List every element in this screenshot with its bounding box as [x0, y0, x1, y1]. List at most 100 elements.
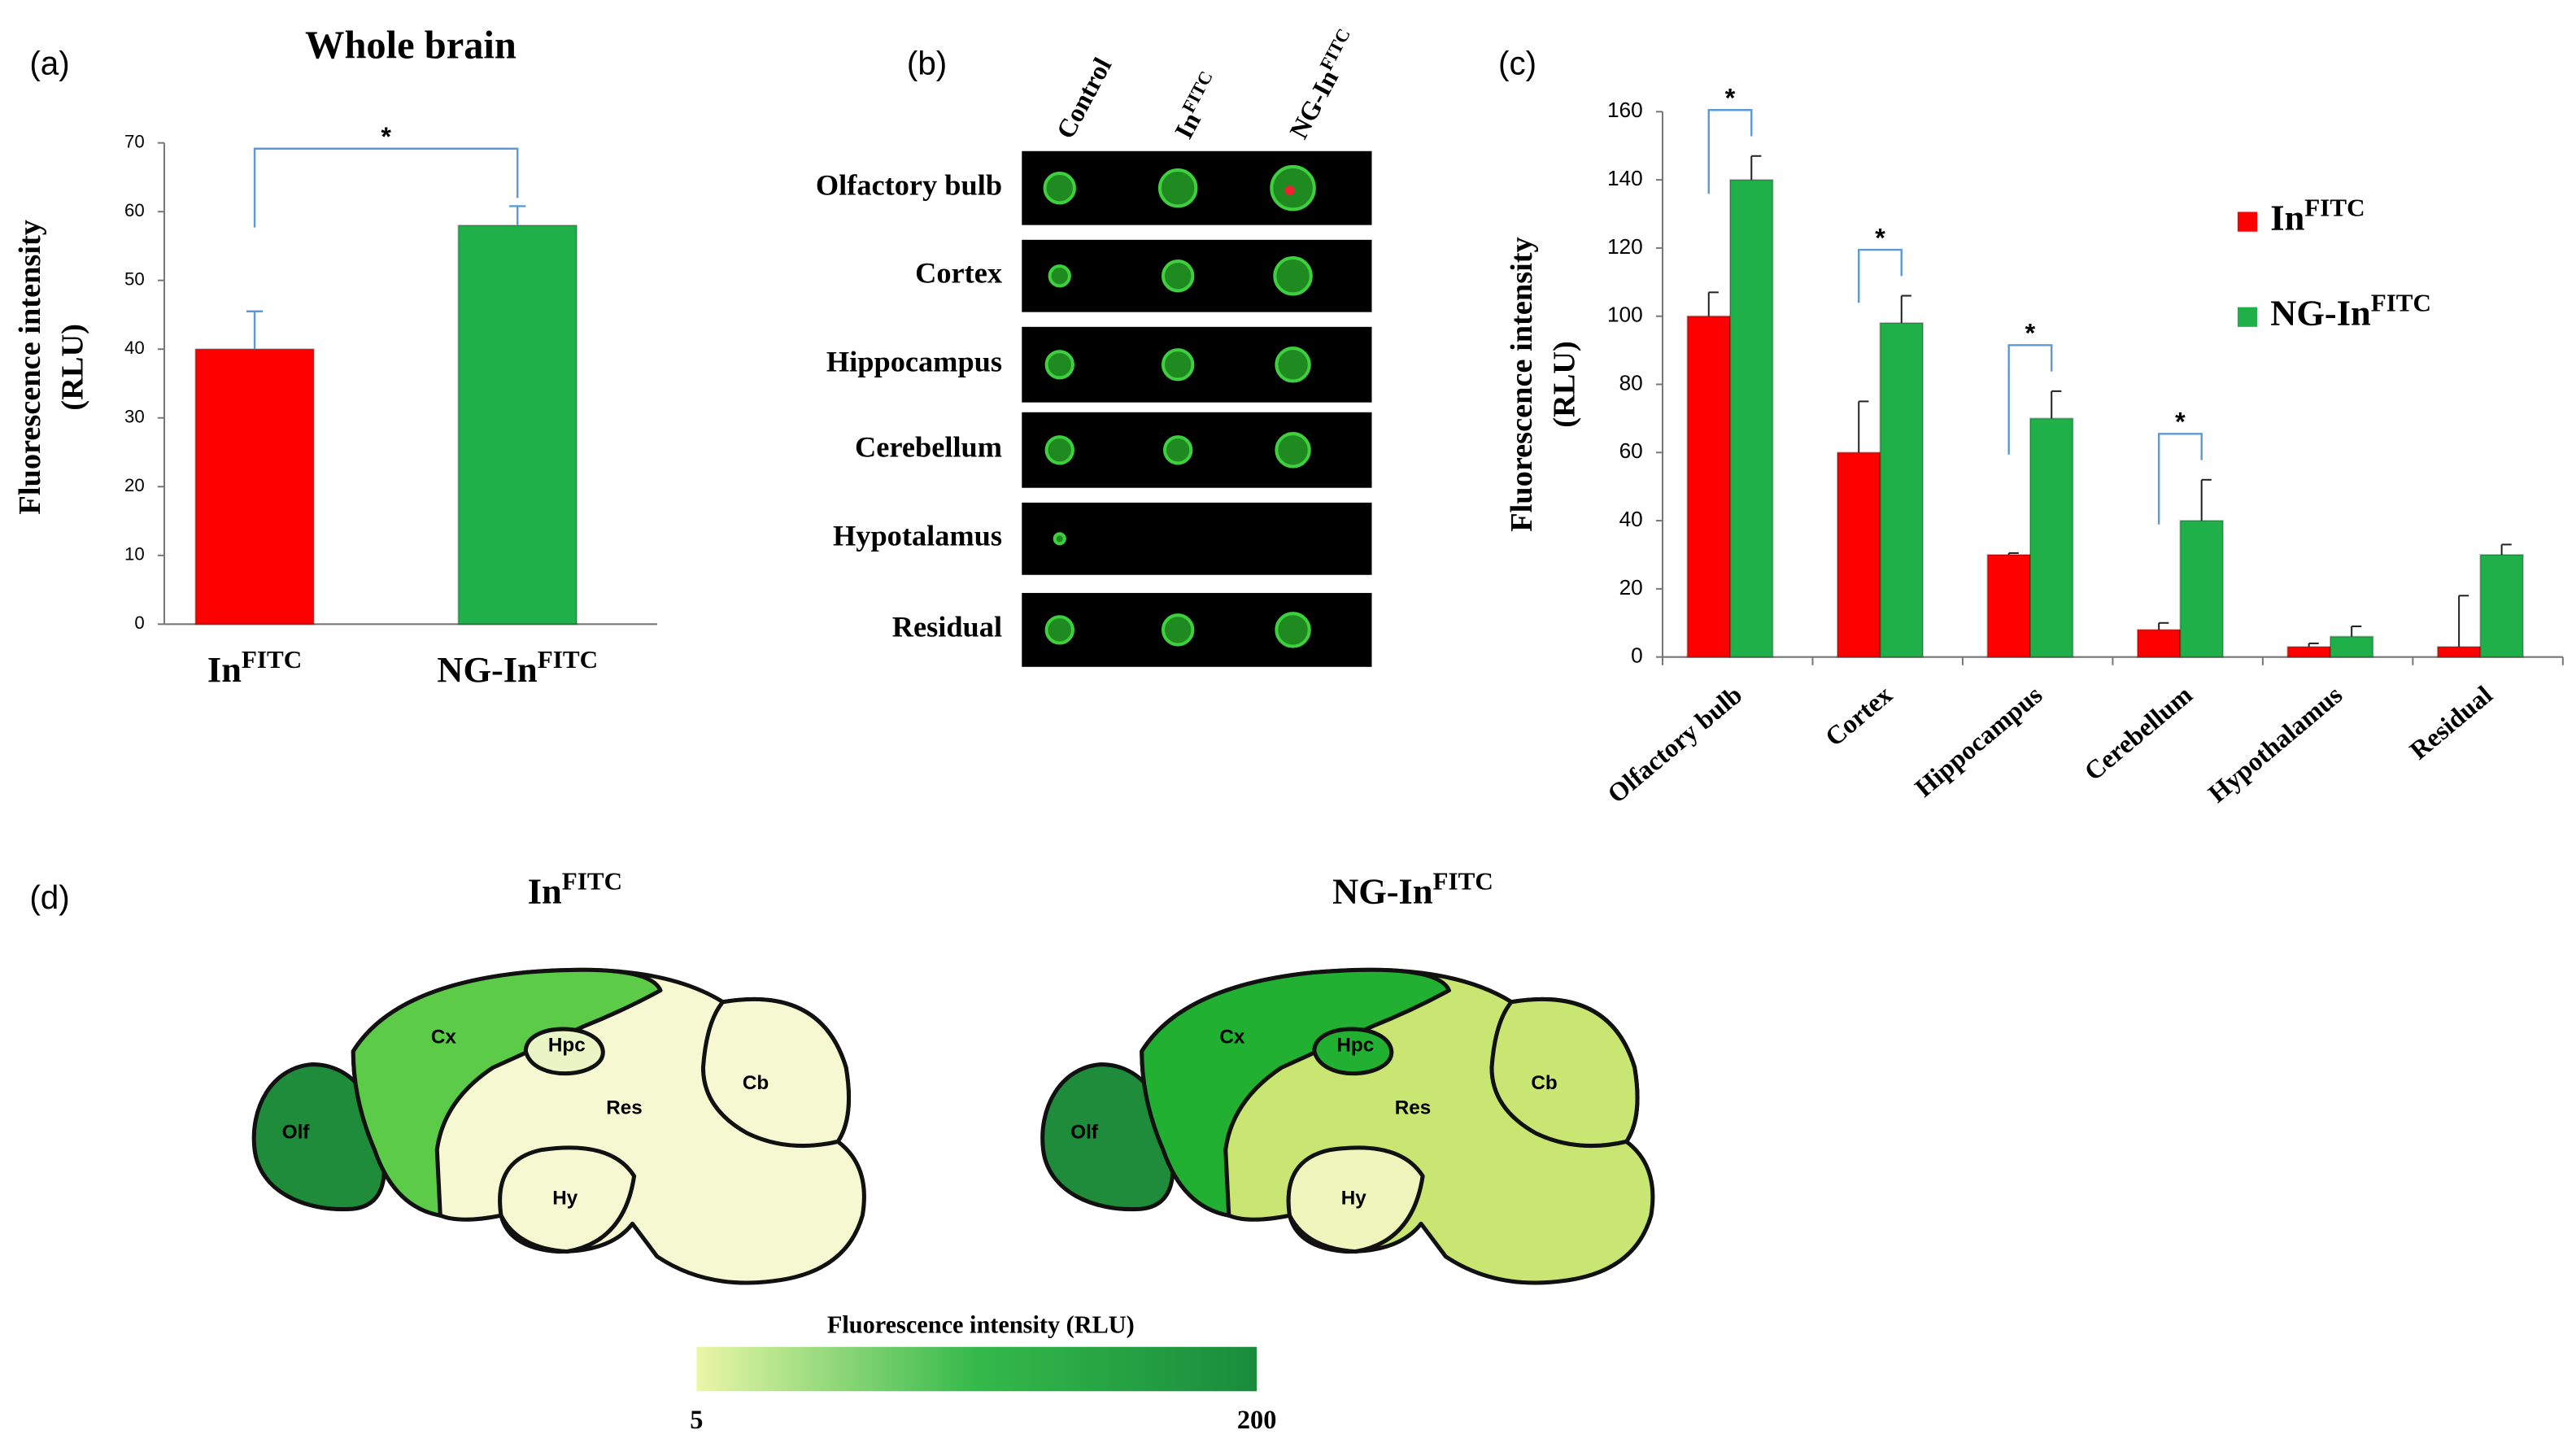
fluorescence-spot [1157, 168, 1198, 208]
fluorescence-spot [1275, 612, 1311, 648]
brain-region [700, 996, 852, 1149]
region-label: Hy [552, 1187, 578, 1209]
brain-map: Olf Cx Hpc Res Cb Hy [251, 967, 866, 1285]
y-tick-label: 20 [1619, 575, 1643, 600]
panel-label: (b) [907, 44, 947, 81]
fluorescence-spot [1161, 348, 1195, 382]
fluorescence-spot [1044, 435, 1074, 465]
row-label: Cerebellum [855, 431, 1002, 464]
region-label: Res [1395, 1097, 1431, 1118]
colorbar-min: 5 [690, 1405, 703, 1434]
bar [1686, 315, 1732, 658]
region-label: Hpc [1336, 1035, 1374, 1057]
brain-title-text: In [528, 871, 562, 912]
y-tick-label: 0 [1631, 643, 1643, 668]
bar [2286, 646, 2331, 658]
image-panel [1022, 502, 1372, 575]
bar [1729, 179, 1774, 658]
colorbar-title: Fluorescence intensity (RLU) [827, 1310, 1135, 1338]
x-tick-label: Olfactory bulb [1602, 680, 1747, 809]
legend-label-sup: FITC [2304, 194, 2365, 222]
x-tick-label: NG-InFITC [437, 645, 598, 690]
y-tick-label: 0 [134, 613, 144, 633]
column-header-text: Control [1051, 53, 1118, 143]
y-tick-label: 40 [124, 338, 145, 358]
row-label: Olfactory bulb [816, 169, 1002, 202]
brain-region [351, 967, 663, 1218]
significance-bracket [253, 147, 519, 228]
legend-label-text: NG-In [2270, 293, 2371, 334]
x-tick-label: InFITC [207, 645, 302, 690]
y-axis-label: Fluorescence intensity [1505, 237, 1539, 532]
significance-bracket [2007, 344, 2053, 455]
row-label: Hypotalamus [833, 520, 1002, 552]
row-label: Residual [892, 611, 1002, 643]
fluorescence-spot [1048, 264, 1071, 288]
column-header-text: In [1169, 107, 1206, 143]
bar [457, 225, 578, 626]
y-tick-label: 100 [1607, 303, 1643, 327]
region-label: Cx [431, 1027, 456, 1049]
x-tick-label-sup: FITC [538, 645, 598, 674]
row-label: Cortex [915, 257, 1002, 290]
x-tick-label: Hippocampus [1909, 680, 2047, 803]
fluorescence-spot [1161, 259, 1195, 293]
fluorescence-spot [1053, 532, 1066, 546]
region-label: Cb [743, 1072, 769, 1094]
y-tick-label: 30 [124, 407, 145, 427]
bar [194, 348, 315, 626]
significance-label: * [2175, 408, 2186, 437]
panel-label: (c) [1498, 44, 1536, 81]
brain-region [498, 1145, 637, 1254]
image-panel [1022, 592, 1372, 667]
fluorescence-spot [1162, 435, 1193, 465]
brain-map: Olf Cx Hpc Res Cb Hy [1040, 967, 1655, 1285]
bar [1879, 322, 1924, 658]
region-label: Cx [1219, 1027, 1244, 1049]
colorbar-max: 200 [1237, 1405, 1276, 1434]
fluorescence-spot [1044, 615, 1074, 645]
column-header: InFITC [1166, 68, 1227, 143]
bar [1986, 553, 2031, 658]
brain-title: NG-InFITC [1332, 867, 1493, 912]
column-header-sup: FITC [1316, 25, 1354, 73]
y-tick-label: 80 [1619, 370, 1643, 395]
image-panel [1022, 326, 1372, 403]
significance-label: * [1725, 84, 1736, 113]
image-panel [1022, 239, 1372, 312]
y-tick-label: 160 [1607, 98, 1643, 122]
significance-label: * [2025, 319, 2036, 348]
row-label: Hippocampus [826, 346, 1002, 378]
x-tick-label: Cerebellum [2078, 680, 2197, 787]
chart-title: Whole brain [305, 24, 517, 68]
bar [2436, 646, 2482, 658]
y-axis-label: Fluorescence intensity [13, 220, 47, 515]
y-tick-label: 60 [124, 200, 145, 220]
y-tick-label: 10 [124, 544, 145, 565]
legend-swatch [2237, 211, 2258, 232]
fluorescence-spot [1161, 613, 1195, 647]
y-tick-label: 120 [1607, 234, 1643, 259]
legend-label: InFITC [2270, 194, 2365, 238]
x-tick-label-sup: FITC [242, 645, 302, 674]
legend-label-sup: FITC [2371, 289, 2431, 317]
bar [2479, 553, 2524, 658]
bar [2329, 635, 2374, 658]
bar [2136, 629, 2182, 658]
significance-bracket [1858, 248, 1903, 303]
fluorescence-spot [1043, 172, 1076, 205]
bar [1836, 451, 1881, 658]
y-tick-label: 60 [1619, 438, 1643, 463]
fluorescence-spot [1275, 432, 1311, 469]
y-tick-label: 140 [1607, 166, 1643, 190]
fluorescence-spot [1284, 185, 1295, 196]
brain-region [1286, 1145, 1425, 1254]
y-tick-label: 70 [124, 132, 145, 152]
brain-region [1140, 967, 1451, 1218]
significance-bracket [1707, 109, 1753, 194]
y-tick-label: 20 [124, 475, 145, 495]
y-tick-label: 50 [124, 269, 145, 290]
y-axis-label: (RLU) [1548, 341, 1582, 428]
x-tick-label: Hypothalamus [2203, 680, 2348, 809]
